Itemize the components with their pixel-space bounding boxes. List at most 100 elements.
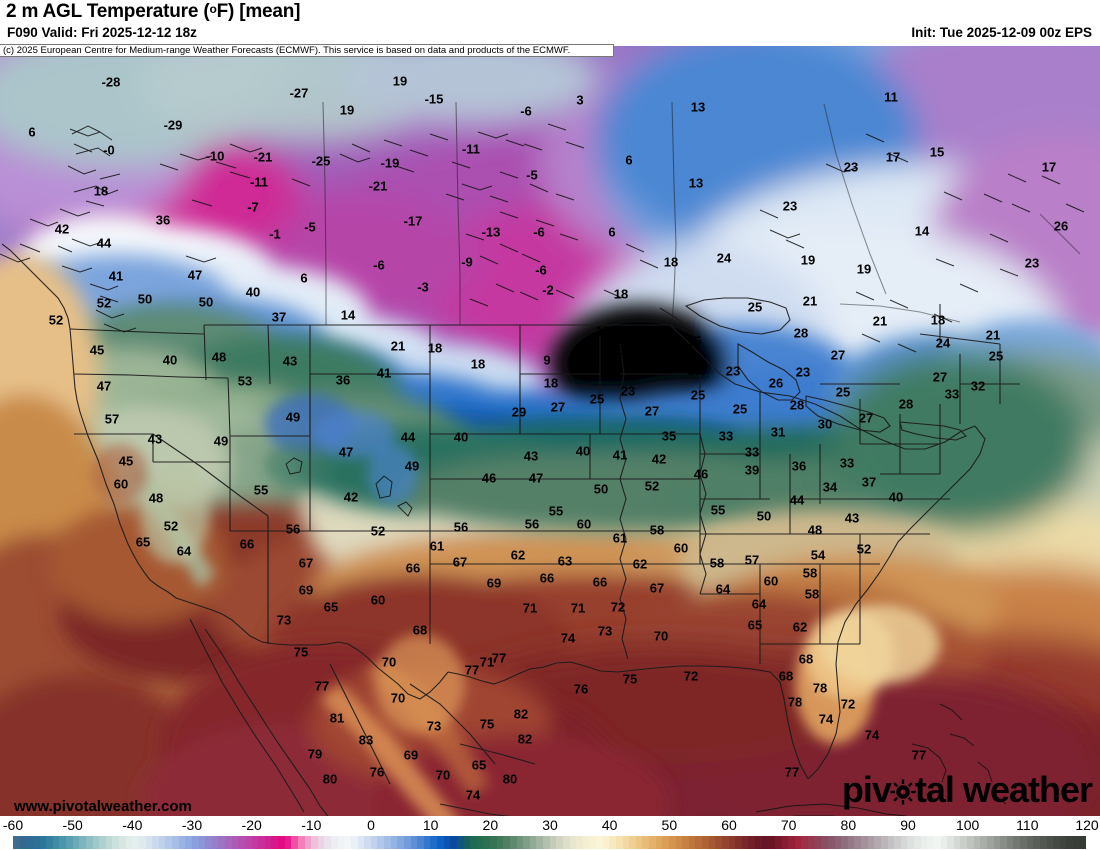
logo-text-pre: piv	[841, 769, 892, 810]
colorbar-tick-label: -30	[181, 817, 203, 833]
colorbar-swatch	[463, 836, 471, 849]
colorbar-swatch	[185, 836, 192, 849]
colorbar-swatch	[933, 836, 941, 849]
colorbar-swatch	[582, 836, 590, 849]
page-title: 2 m AGL Temperature (oF) [mean]	[6, 1, 300, 23]
copyright-notice: (c) 2025 European Centre for Medium-rang…	[0, 44, 614, 57]
pivotal-weather-logo: piv tal weather	[841, 769, 1093, 810]
colorbar-tick-label: 0	[367, 817, 375, 833]
colorbar-gradient	[13, 836, 1087, 849]
colorbar-swatch	[324, 836, 331, 849]
colorbar-swatch	[827, 836, 835, 849]
colorbar-swatch	[668, 836, 676, 849]
colorbar-swatch	[1079, 836, 1087, 849]
colorbar-swatch	[304, 836, 312, 849]
colorbar-tick-label: -10	[301, 817, 322, 833]
colorbar-tick-label: -40	[122, 817, 143, 833]
colorbar-swatch	[748, 836, 755, 849]
colorbar-swatch	[370, 836, 378, 849]
colorbar-swatch	[920, 836, 928, 849]
colorbar-swatch	[1020, 836, 1027, 849]
gear-icon	[890, 773, 916, 805]
colorbar-swatch	[158, 836, 166, 849]
colorbar-swatch	[19, 836, 27, 849]
colorbar-swatch	[562, 836, 570, 849]
colorbar-swatch	[529, 836, 537, 849]
colorbar-swatch	[569, 836, 577, 849]
colorbar-swatch	[443, 836, 451, 849]
colorbar-swatch	[967, 836, 974, 849]
colorbar-swatch	[357, 836, 365, 849]
colorbar-swatch	[165, 836, 172, 849]
colorbar-swatch	[821, 836, 828, 849]
colorbar-swatch	[702, 836, 709, 849]
colorbar-swatch	[417, 836, 424, 849]
colorbar-swatch	[66, 836, 73, 849]
colorbar-tick-label: 30	[542, 817, 558, 833]
colorbar-swatch	[496, 836, 504, 849]
colorbar-swatch	[1006, 836, 1014, 849]
colorbar-tick-label: 110	[1016, 817, 1039, 833]
colorbar-swatch	[927, 836, 934, 849]
colorbar-swatch	[715, 836, 722, 849]
colorbar-tick-label: -60	[2, 817, 24, 833]
colorbar-swatch	[947, 836, 954, 849]
colorbar-swatch	[662, 836, 669, 849]
page-title-text: 2 m AGL Temperature (	[6, 1, 210, 22]
colorbar-swatch	[39, 836, 47, 849]
colorbar-swatch	[536, 836, 543, 849]
colorbar-swatch	[1073, 836, 1080, 849]
page-title-tail: F) [mean]	[216, 1, 301, 22]
colorbar-swatch	[980, 836, 987, 849]
colorbar-swatch	[768, 836, 775, 849]
colorbar-swatch	[781, 836, 789, 849]
colorbar-swatch	[13, 836, 20, 849]
colorbar-swatch	[350, 836, 358, 849]
colorbar-swatch	[973, 836, 981, 849]
colorbar-swatch	[596, 836, 603, 849]
colorbar-swatch	[861, 836, 868, 849]
colorbar-swatch	[1053, 836, 1060, 849]
colorbar-swatch	[914, 836, 921, 849]
colorbar-swatch	[635, 836, 643, 849]
colorbar-swatch	[403, 836, 411, 849]
colorbar-swatch	[225, 836, 232, 849]
colorbar-swatch	[576, 836, 583, 849]
colorbar-swatch	[450, 836, 457, 849]
colorbar-swatch	[728, 836, 736, 849]
colorbar-swatch	[297, 836, 305, 849]
colorbar-swatch	[721, 836, 729, 849]
colorbar-swatch	[291, 836, 298, 849]
colorbar-swatch	[615, 836, 623, 849]
colorbar-swatch	[437, 836, 444, 849]
colorbar-swatch	[337, 836, 345, 849]
colorbar-swatch	[688, 836, 696, 849]
colorbar-swatch	[1046, 836, 1054, 849]
colorbar-swatch	[874, 836, 881, 849]
colorbar-swatch	[986, 836, 994, 849]
map-canvas	[0, 44, 1100, 816]
colorbar-swatch	[105, 836, 113, 849]
colorbar-swatch	[364, 836, 371, 849]
colorbar-tick-label: 120	[1075, 817, 1099, 833]
colorbar-swatch	[509, 836, 517, 849]
colorbar-swatch	[788, 836, 795, 849]
colorbar-swatch	[490, 836, 497, 849]
colorbar-tick-label: 80	[840, 817, 857, 833]
colorbar-swatch	[138, 836, 146, 849]
colorbar-swatch	[99, 836, 106, 849]
colorbar-tick-label: 100	[955, 817, 980, 833]
colorbar-swatch	[198, 836, 206, 849]
colorbar-swatch	[894, 836, 901, 849]
colorbar-swatch	[622, 836, 630, 849]
conus-temperature-map[interactable]: -28 6 -0 -29 -10 -21 -11 18 -7 -27 19 -25 36 -1 -5 19 -1…	[0, 44, 1100, 816]
colorbar-swatch	[178, 836, 186, 849]
colorbar-swatch	[278, 836, 285, 849]
colorbar-swatch	[205, 836, 212, 849]
init-time-label: Init: Tue 2025-12-09 00z EPS	[911, 25, 1092, 40]
pivotal-weather-url[interactable]: www.pivotalweather.com	[14, 798, 192, 815]
colorbar-swatch	[231, 836, 239, 849]
colorbar-swatch	[271, 836, 278, 849]
colorbar-tick-label: 50	[661, 817, 678, 833]
